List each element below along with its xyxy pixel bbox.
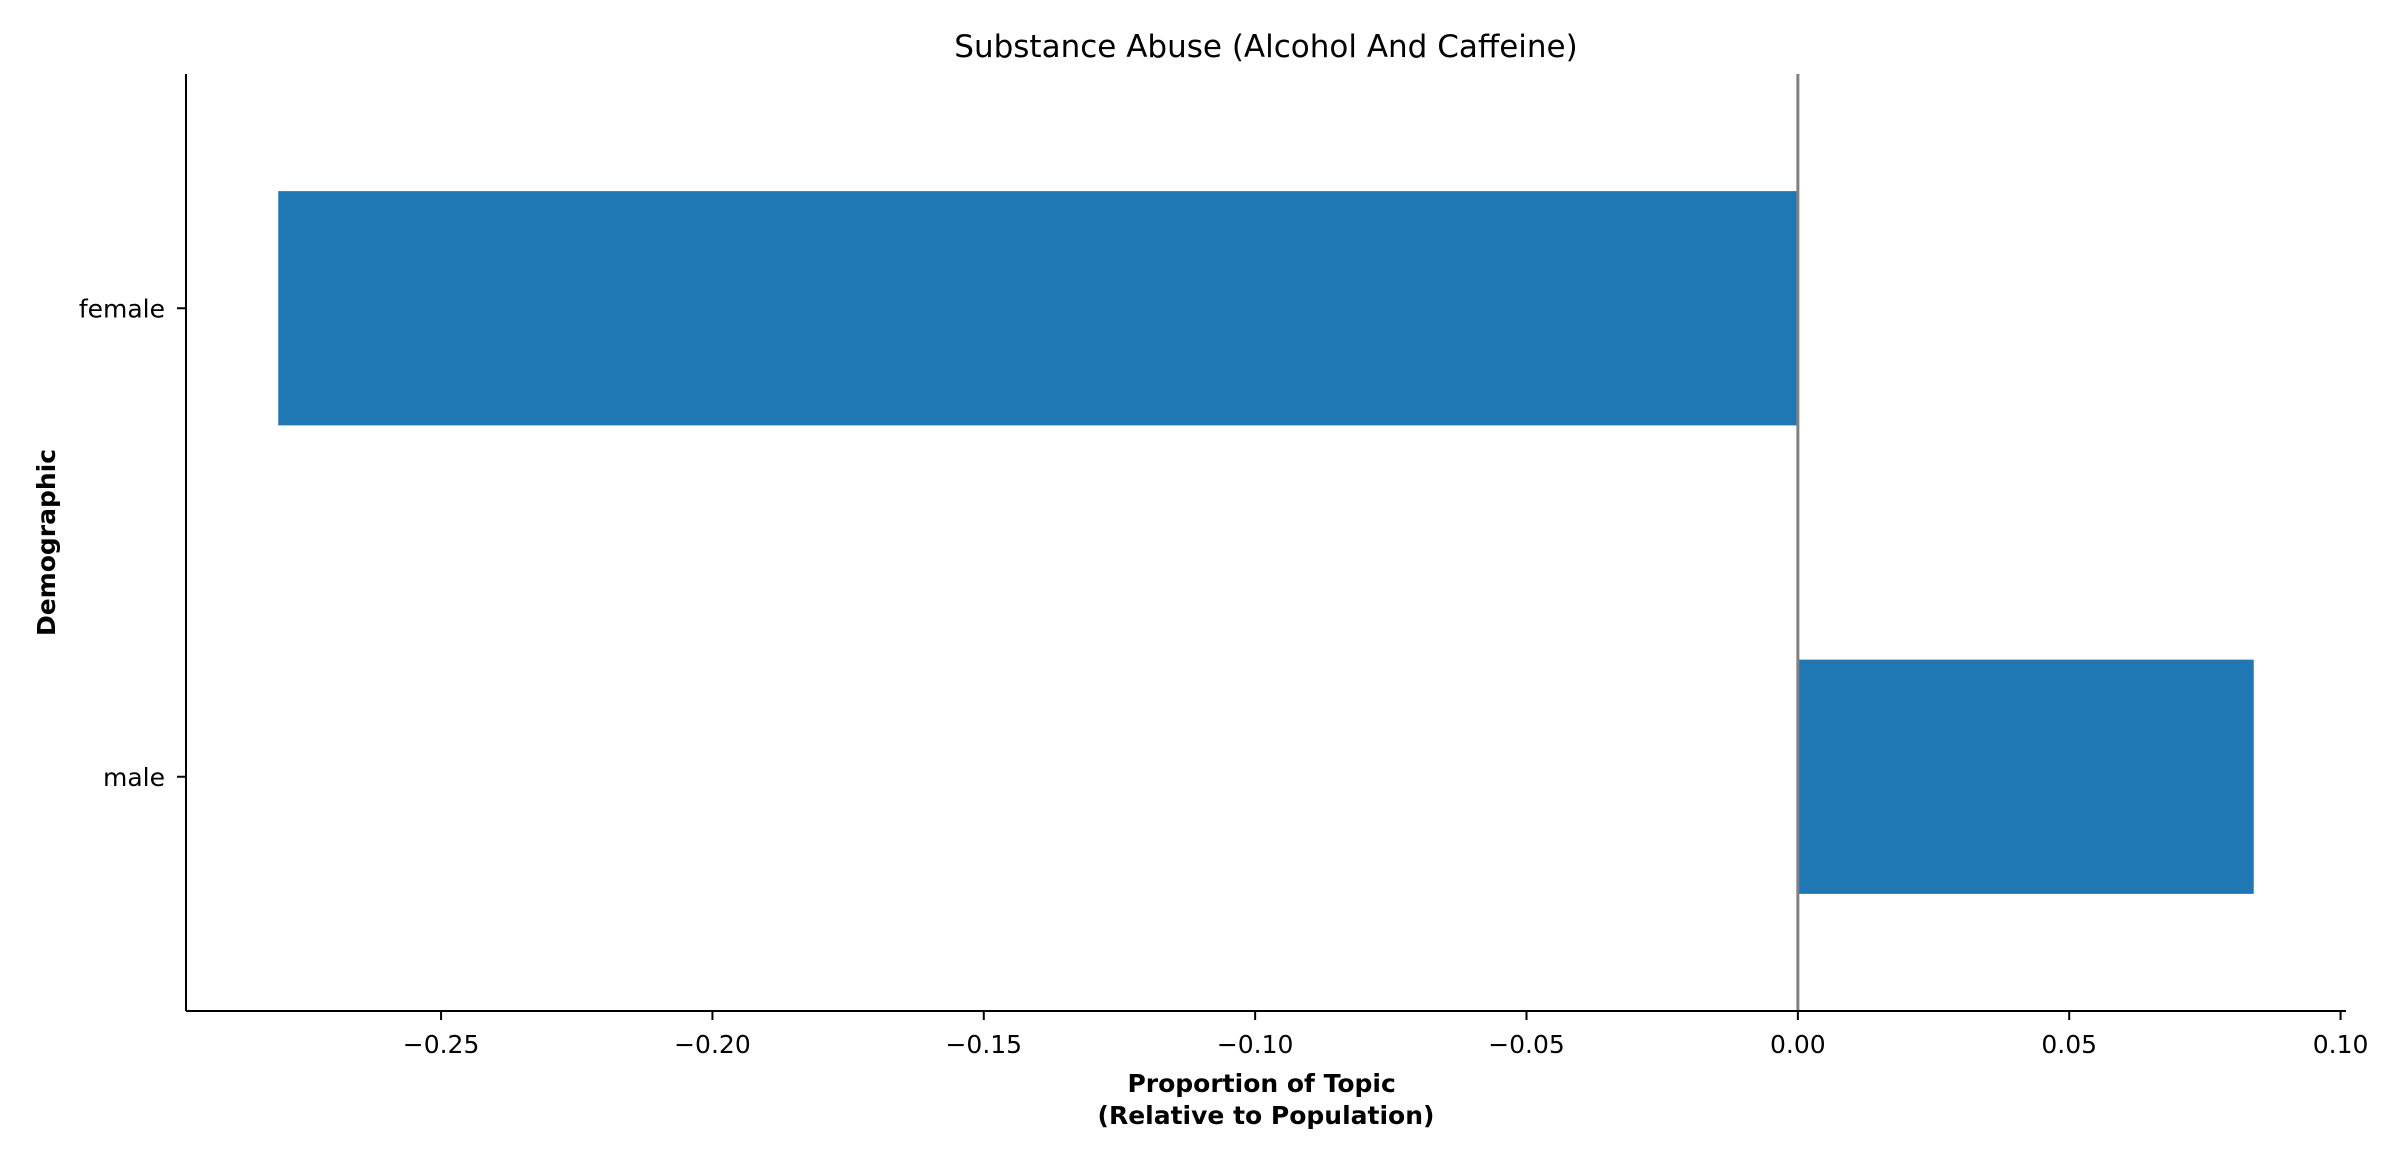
y-tick-label: female xyxy=(79,294,165,323)
x-axis-label: Proportion of Topic (Relative to Populat… xyxy=(1098,1069,1435,1130)
x-tick-label: 0.05 xyxy=(2041,1030,2097,1059)
bar-female xyxy=(278,191,1798,426)
x-ticks: −0.25 −0.20 −0.15 −0.10 −0.05 0.00 0.05 0.10 xyxy=(403,1011,2369,1059)
x-tick-label: −0.25 xyxy=(403,1030,480,1059)
y-axis-label: Demographic xyxy=(32,449,61,636)
x-tick-label: −0.15 xyxy=(945,1030,1022,1059)
x-tick-label: 0.10 xyxy=(2313,1030,2369,1059)
x-axis-label-line-2: (Relative to Population) xyxy=(1098,1101,1435,1130)
y-ticks: female male xyxy=(79,294,186,792)
x-tick-label: 0.00 xyxy=(1770,1030,1826,1059)
y-tick-label: male xyxy=(103,763,165,792)
x-axis-label-line-1: Proportion of Topic xyxy=(1127,1069,1395,1098)
chart-title: Substance Abuse (Alcohol And Caffeine) xyxy=(954,29,1577,65)
bars-layer xyxy=(278,191,2254,894)
x-tick-label: −0.05 xyxy=(1488,1030,1565,1059)
x-tick-label: −0.10 xyxy=(1217,1030,1294,1059)
x-tick-label: −0.20 xyxy=(674,1030,751,1059)
bar-male xyxy=(1797,659,2254,894)
